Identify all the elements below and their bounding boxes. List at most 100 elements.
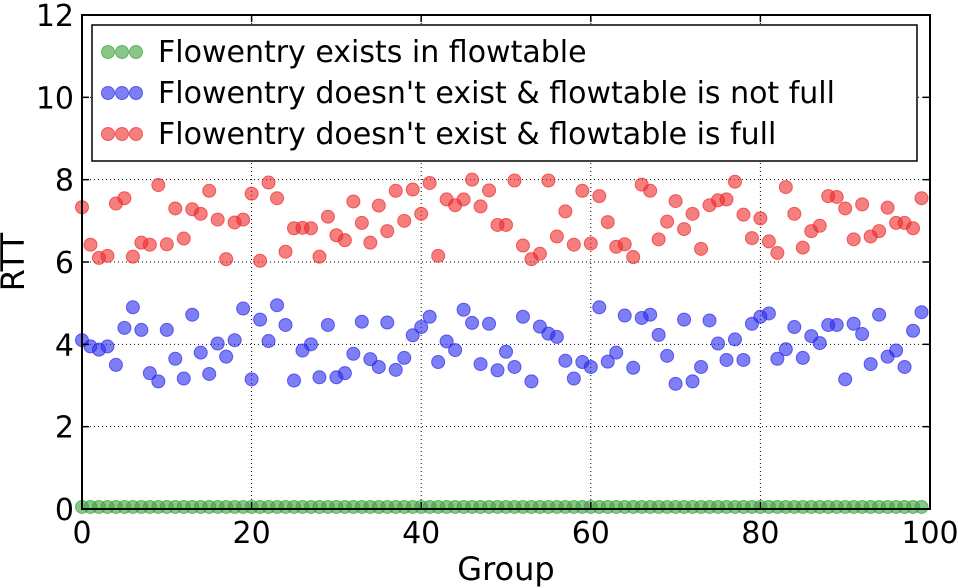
y-tick-label: 4 [55,328,74,363]
legend-marker-1 [129,45,143,59]
point-series-2 [422,309,437,324]
point-series-2 [185,307,200,322]
point-series-3 [482,183,497,198]
point-series-2 [448,343,463,358]
point-series-2 [261,334,276,349]
y-tick-label: 6 [55,246,74,281]
point-series-3 [236,212,251,227]
point-series-3 [600,215,615,230]
y-tick-label: 8 [55,164,74,199]
legend-label-1: Flowentry exists in flowtable [158,35,587,70]
point-series-2 [193,345,208,360]
y-tick-label: 2 [55,411,74,446]
point-series-3 [515,238,530,253]
point-series-2 [566,371,581,386]
point-series-2 [176,371,191,386]
point-series-2 [515,309,530,324]
point-series-3 [159,237,174,252]
point-series-2 [677,312,692,327]
point-series-2 [117,320,132,335]
point-series-3 [880,200,895,215]
point-series-2 [465,315,480,330]
point-series-2 [499,344,513,359]
x-tick-label: 60 [572,516,610,551]
point-series-2 [787,320,802,335]
legend-marker-3 [101,127,115,141]
point-series-2 [736,352,751,367]
point-series-2 [100,339,115,354]
point-series-3 [142,237,157,252]
point-series-3 [668,194,683,209]
point-series-3 [795,240,810,255]
point-series-3 [346,194,361,209]
point-series-3 [431,248,446,263]
point-series-3 [651,232,666,247]
legend-marker-2 [115,86,129,100]
point-series-2 [626,360,641,375]
point-series-3 [753,211,768,226]
point-series-3 [100,248,115,263]
y-tick-label: 12 [36,0,74,34]
point-series-2 [694,359,709,374]
point-series-3 [117,191,132,206]
data-points [75,172,929,514]
point-series-3 [473,199,488,214]
point-series-3 [125,249,140,264]
point-series-2 [660,348,675,363]
point-series-2 [609,345,624,360]
point-series-3 [253,253,268,268]
point-series-3 [270,191,285,206]
point-series-2 [219,349,234,364]
point-series-2 [617,308,632,323]
point-series-2 [600,354,615,369]
point-series-3 [685,206,700,221]
point-series-3 [337,233,352,248]
point-series-3 [838,201,853,216]
point-series-3 [812,218,827,233]
point-series-2 [244,372,259,387]
point-series-3 [303,221,318,236]
point-series-2 [337,366,352,381]
point-series-2 [507,359,522,374]
point-series-2 [770,351,785,366]
legend-marker-2 [101,86,115,100]
point-series-2 [253,312,268,327]
point-series-2 [414,320,429,335]
x-tick-label: 40 [402,516,440,551]
legend-marker-3 [115,127,129,141]
point-series-3 [566,237,581,252]
point-series-3 [278,244,293,259]
point-series-2 [227,333,242,348]
point-series-2 [388,362,403,377]
legend-label-2: Flowentry doesn't exist & flowtable is n… [158,76,835,111]
point-series-2 [872,307,887,322]
point-series-2 [371,359,386,374]
point-series-3 [855,197,870,212]
point-series-3 [507,173,522,188]
point-series-2 [346,346,361,361]
axis-ticks: 0 20 40 60 80 100 0 2 4 6 8 10 12 [36,0,958,551]
point-series-3 [736,207,751,222]
point-series-2 [863,357,878,372]
point-series-3 [261,175,276,190]
point-series-3 [168,201,183,216]
point-series-1 [914,499,929,514]
point-series-3 [744,231,759,246]
y-tick-label: 10 [36,81,74,116]
point-series-2 [643,307,658,322]
point-series-3 [414,206,429,221]
point-series-2 [303,337,318,352]
legend-marker-1 [115,45,129,59]
point-series-2 [812,336,827,351]
point-series-3 [617,237,632,252]
point-series-2 [549,329,564,344]
point-series-2 [761,306,776,321]
point-series-3 [558,204,573,219]
point-series-2 [320,317,335,332]
point-series-2 [702,313,717,328]
point-series-2 [685,374,700,389]
point-series-3 [405,182,420,197]
point-series-2 [668,376,683,391]
point-series-3 [380,224,395,239]
